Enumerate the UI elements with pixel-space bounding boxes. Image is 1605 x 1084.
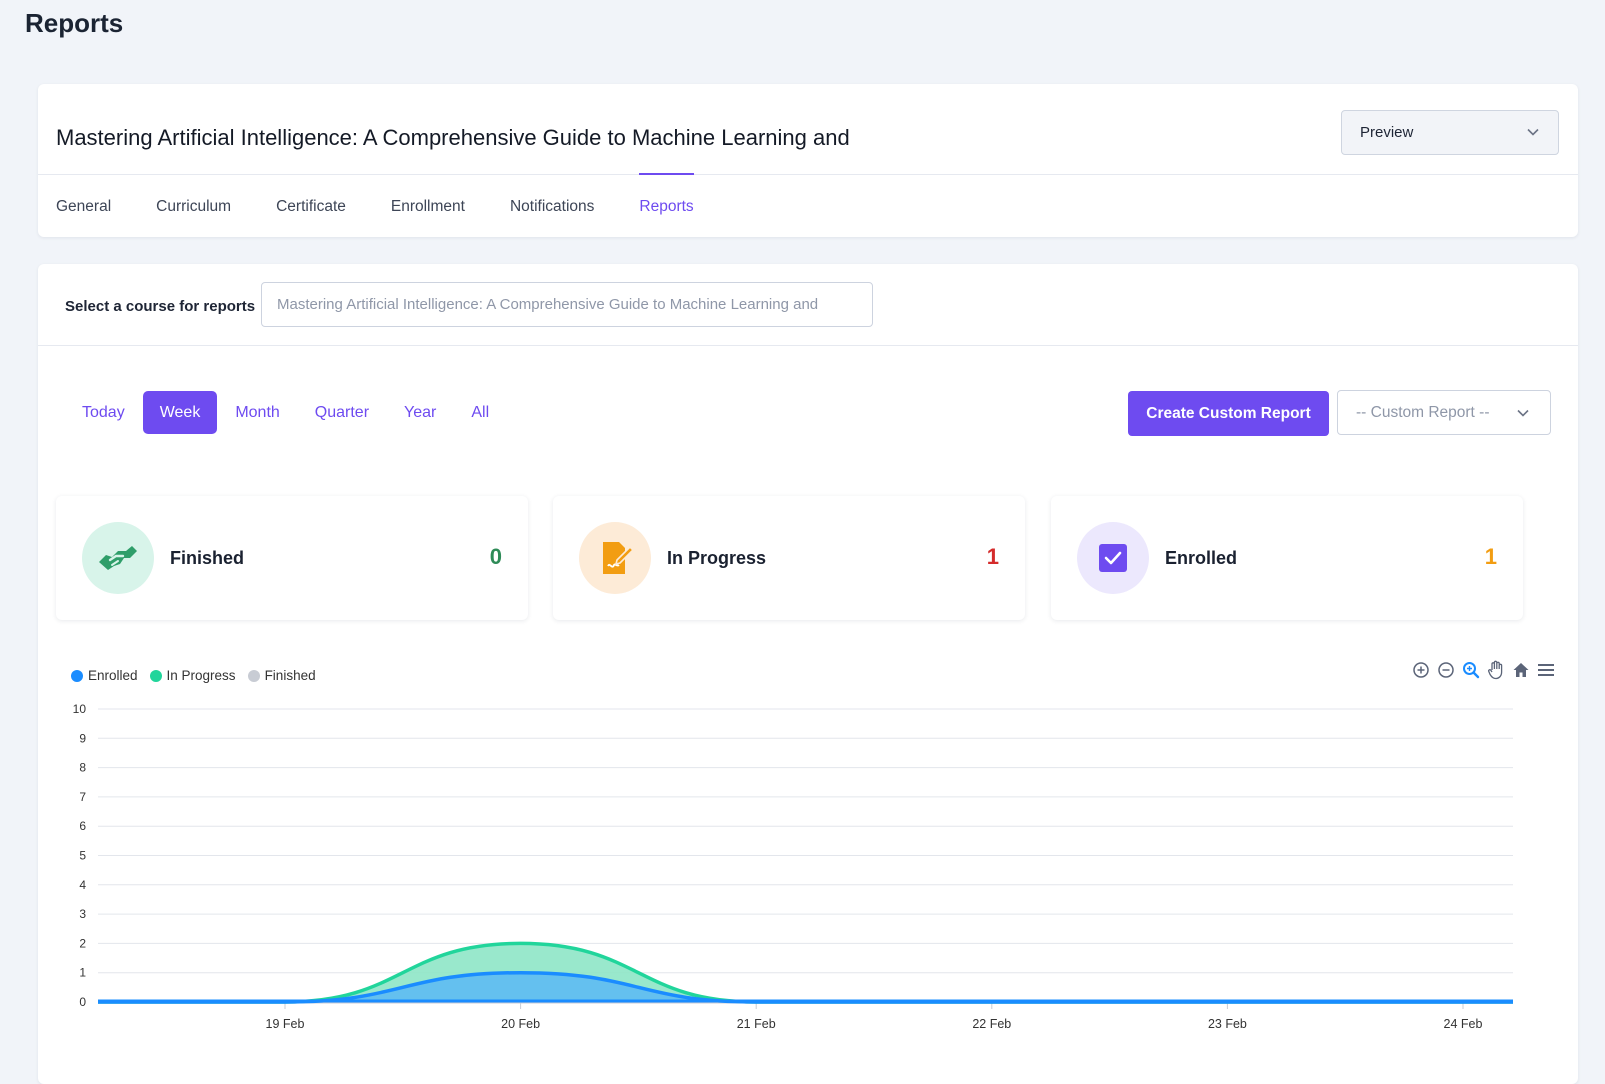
date-range-tabs: Today Week Month Quarter Year All <box>65 391 507 434</box>
reports-card: Select a course for reports Mastering Ar… <box>38 264 1578 1084</box>
stat-label-finished: Finished <box>170 548 245 568</box>
header-divider <box>38 174 1578 175</box>
create-custom-report-button[interactable]: Create Custom Report <box>1128 391 1329 436</box>
y-tick-label: 3 <box>79 907 86 921</box>
course-select-label: Select a course for reports <box>65 298 256 315</box>
legend-label-in-progress: In Progress <box>166 668 236 683</box>
tab-reports[interactable]: Reports <box>639 173 694 237</box>
stat-value-enrolled: 1 <box>1484 544 1497 569</box>
range-week[interactable]: Week <box>142 391 218 434</box>
custom-report-dropdown[interactable]: -- Custom Report -- <box>1337 390 1551 435</box>
magnifier-icon[interactable] <box>1459 658 1483 682</box>
stat-value-in-progress: 1 <box>986 544 999 569</box>
y-tick-label: 10 <box>73 702 87 716</box>
stat-card-finished: Finished 0 <box>56 496 528 620</box>
x-tick-label: 19 Feb <box>266 1017 305 1031</box>
enrollment-area-chart: 0 1 2 3 4 5 6 7 8 9 10 19 Feb 20 Feb 21 Feb 22 Feb 23 F… <box>73 702 1513 1031</box>
chevron-down-icon <box>1516 406 1530 425</box>
y-tick-label: 0 <box>79 995 86 1009</box>
y-tick-label: 5 <box>79 849 86 863</box>
reports-divider <box>38 345 1578 346</box>
x-tick-label: 21 Feb <box>737 1017 776 1031</box>
y-tick-label: 4 <box>79 878 86 892</box>
home-icon[interactable] <box>1509 658 1533 682</box>
checkbox-icon <box>1077 522 1149 594</box>
legend-dot-finished <box>247 669 260 682</box>
document-edit-icon <box>579 522 651 594</box>
legend-in-progress[interactable]: In Progress <box>149 668 236 683</box>
y-tick-label: 8 <box>79 761 86 775</box>
x-tick-label: 22 Feb <box>972 1017 1011 1031</box>
legend-label-enrolled: Enrolled <box>88 668 138 683</box>
page-title: Reports <box>25 8 124 38</box>
menu-icon[interactable] <box>1534 658 1558 682</box>
line-enrolled <box>97 970 1513 1004</box>
x-tick-label: 20 Feb <box>501 1017 540 1031</box>
zoom-in-icon[interactable] <box>1409 658 1433 682</box>
stat-label-enrolled: Enrolled <box>1165 548 1238 568</box>
y-tick-label: 6 <box>79 819 86 833</box>
x-tick-label: 23 Feb <box>1208 1017 1247 1031</box>
range-month[interactable]: Month <box>235 403 280 421</box>
tab-curriculum[interactable]: Curriculum <box>156 198 232 215</box>
legend-label-finished: Finished <box>264 668 316 683</box>
zoom-out-icon[interactable] <box>1434 658 1458 682</box>
stat-value-finished: 0 <box>489 544 502 569</box>
preview-dropdown[interactable]: Preview <box>1341 110 1559 155</box>
range-today[interactable]: Today <box>82 403 125 421</box>
y-tick-label: 7 <box>79 790 86 804</box>
y-tick-label: 9 <box>79 731 86 745</box>
tab-general[interactable]: General <box>56 198 112 215</box>
y-tick-label: 2 <box>79 936 86 950</box>
range-year[interactable]: Year <box>404 403 437 421</box>
course-tabs: General Curriculum Certificate Enrollmen… <box>56 173 739 237</box>
chevron-down-icon <box>1526 125 1540 143</box>
course-select-input[interactable]: Mastering Artificial Intelligence: A Com… <box>261 282 873 327</box>
range-quarter[interactable]: Quarter <box>314 403 370 421</box>
handshake-icon <box>82 522 154 594</box>
y-tick-label: 1 <box>79 966 86 980</box>
legend-finished[interactable]: Finished <box>247 668 316 683</box>
course-title: Mastering Artificial Intelligence: A Com… <box>56 125 850 150</box>
stat-label-in-progress: In Progress <box>667 548 767 568</box>
chart-legend: Enrolled In Progress Finished <box>71 668 328 683</box>
preview-label: Preview <box>1360 124 1414 141</box>
legend-dot-in-progress <box>149 669 162 682</box>
legend-dot-enrolled <box>71 669 83 682</box>
chart-toolbar <box>1408 658 1558 682</box>
stat-card-in-progress: In Progress 1 <box>553 496 1025 620</box>
range-all[interactable]: All <box>471 403 490 421</box>
pan-hand-icon[interactable] <box>1484 658 1508 682</box>
legend-enrolled[interactable]: Enrolled <box>71 668 138 683</box>
area-enrolled <box>98 972 1513 1002</box>
course-header-card: Mastering Artificial Intelligence: A Com… <box>38 84 1578 237</box>
tab-certificate[interactable]: Certificate <box>276 198 346 215</box>
tab-notifications[interactable]: Notifications <box>509 198 595 215</box>
x-tick-label: 24 Feb <box>1444 1017 1483 1031</box>
custom-report-placeholder: -- Custom Report -- <box>1356 403 1490 421</box>
stat-card-enrolled: Enrolled 1 <box>1051 496 1523 620</box>
tab-enrollment[interactable]: Enrollment <box>390 198 465 215</box>
